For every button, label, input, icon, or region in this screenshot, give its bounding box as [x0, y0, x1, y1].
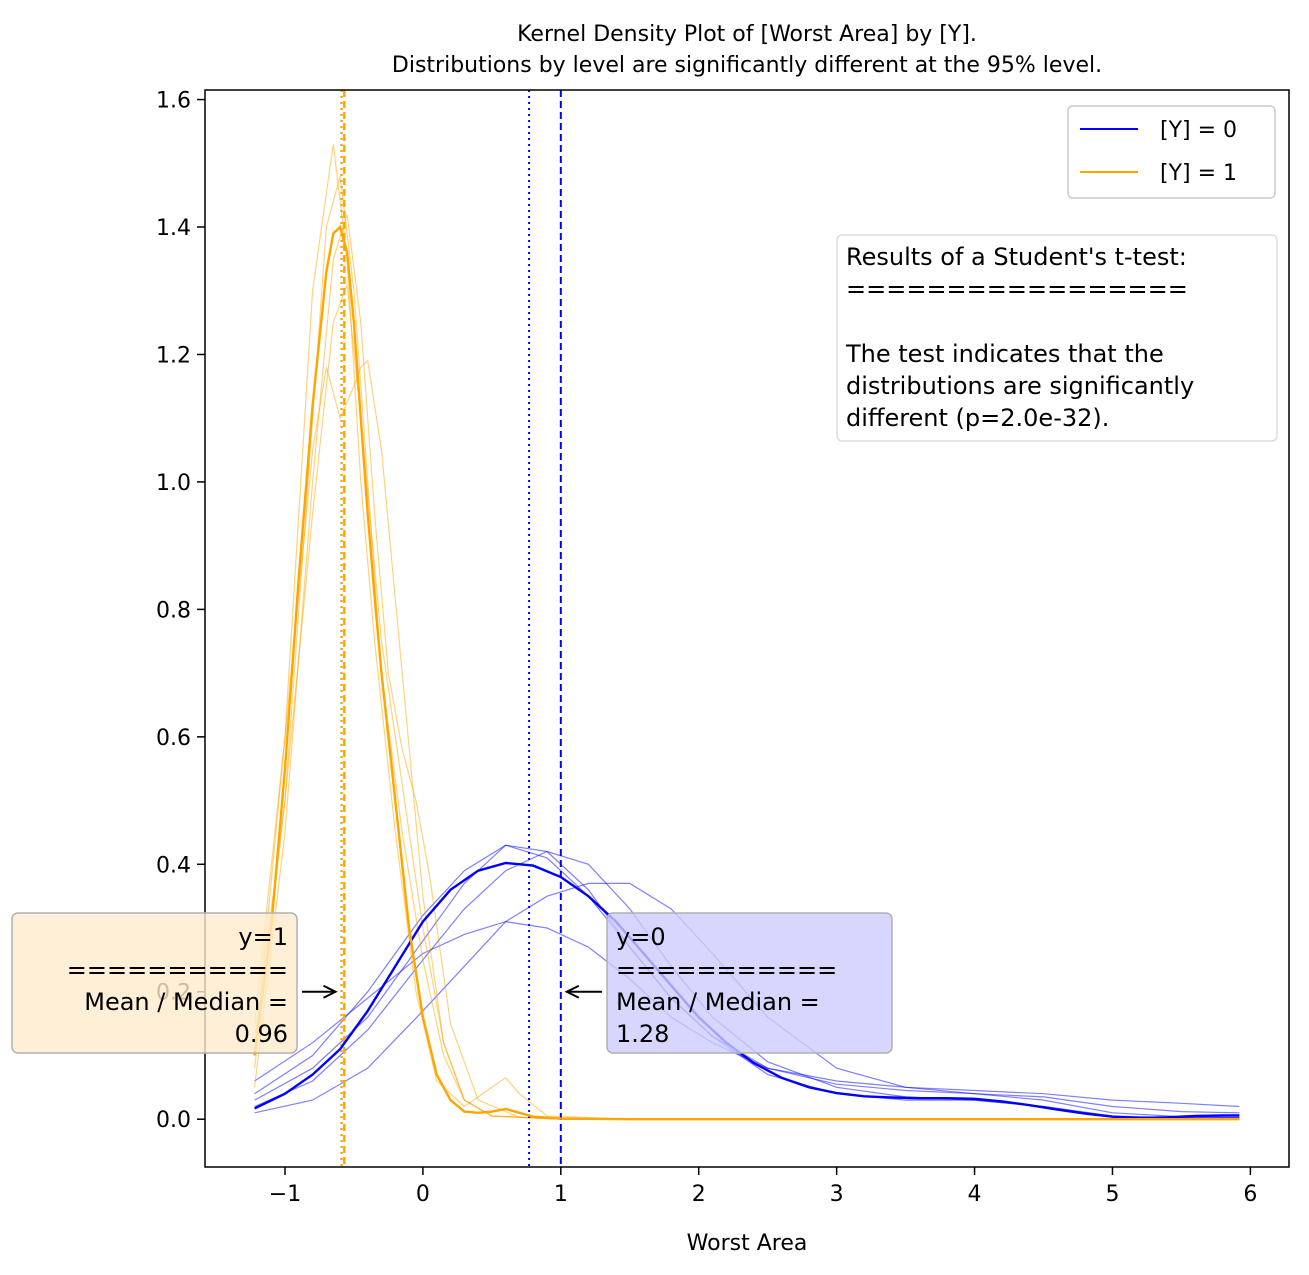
- annotation-y1-line-3: Mean / Median =: [84, 988, 288, 1016]
- y-tick-label: 0.8: [156, 598, 191, 623]
- annotation-y0-line-4: 1.28: [616, 1020, 669, 1048]
- y-tick-label: 0.6: [156, 726, 191, 751]
- t-test-line-1: Results of a Student's t-test:: [846, 243, 1187, 271]
- t-test-line-4: The test indicates that the: [845, 340, 1164, 368]
- x-tick-label: 3: [830, 1182, 844, 1207]
- x-tick-label: 6: [1243, 1182, 1257, 1207]
- arrow-head: [564, 984, 580, 999]
- t-test-line-2: =================: [846, 275, 1188, 303]
- annotation-y0-line-3: Mean / Median =: [616, 988, 820, 1016]
- y-tick-label: 1.6: [156, 89, 191, 114]
- annotation-y1-line-2: ===========: [67, 956, 288, 984]
- annotation-y0-line-2: ===========: [616, 956, 837, 984]
- x-tick-label: 4: [968, 1182, 982, 1207]
- arrow-head: [323, 984, 338, 999]
- legend: [Y] = 0 [Y] = 1: [1067, 105, 1276, 199]
- mean-median-lines: [340, 90, 562, 1167]
- annotation-y0-line-1: y=0: [616, 923, 666, 951]
- y-tick-label: 1.4: [156, 216, 191, 241]
- plot-frame: [204, 89, 1290, 1168]
- legend-label-y1: [Y] = 1: [1160, 161, 1237, 186]
- annotation-y1-line-4: 0.96: [235, 1020, 288, 1048]
- density-curve-series-1: [253, 224, 1240, 1121]
- chart-subtitle: Distributions by level are significantly…: [392, 53, 1102, 78]
- t-test-line-5: distributions are significantly: [846, 372, 1194, 400]
- t-test-line-6: different (p=2.0e-32).: [846, 404, 1109, 432]
- x-axis-ticks: −1 0 1 2 3 4 5 6: [269, 1167, 1257, 1207]
- x-tick-label: 1: [554, 1182, 568, 1207]
- legend-label-y0: [Y] = 0: [1160, 118, 1237, 143]
- x-axis-label: Worst Area: [687, 1231, 808, 1256]
- annotation-y0: y=0 =========== Mean / Median = 1.28: [564, 912, 893, 1054]
- y-tick-label: 1.0: [156, 471, 191, 496]
- x-tick-label: −1: [269, 1182, 301, 1207]
- annotation-y1-box: [11, 912, 298, 1054]
- chart-title: Kernel Density Plot of [Worst Area] by […: [517, 22, 977, 47]
- annotation-y0-box: [606, 912, 893, 1054]
- y-tick-label: 1.2: [156, 343, 191, 368]
- t-test-result-box: Results of a Student's t-test: =========…: [836, 234, 1278, 442]
- y-tick-label: 0.4: [156, 853, 191, 878]
- density-curve-series-0: [254, 861, 1240, 1120]
- x-tick-label: 5: [1105, 1182, 1119, 1207]
- density-curves: [253, 224, 1240, 1121]
- annotation-y1-line-1: y=1: [238, 923, 288, 951]
- x-tick-label: 2: [692, 1182, 706, 1207]
- annotation-y0-arrow: [564, 984, 602, 999]
- t-test-box-frame: [836, 234, 1278, 442]
- annotation-y1-arrow: [302, 984, 338, 999]
- annotation-y1: y=1 =========== Mean / Median = 0.96: [11, 912, 338, 1054]
- x-tick-label: 0: [416, 1182, 430, 1207]
- y-tick-label: 0.0: [156, 1108, 191, 1133]
- bootstrap-curve-9: [254, 175, 1240, 1120]
